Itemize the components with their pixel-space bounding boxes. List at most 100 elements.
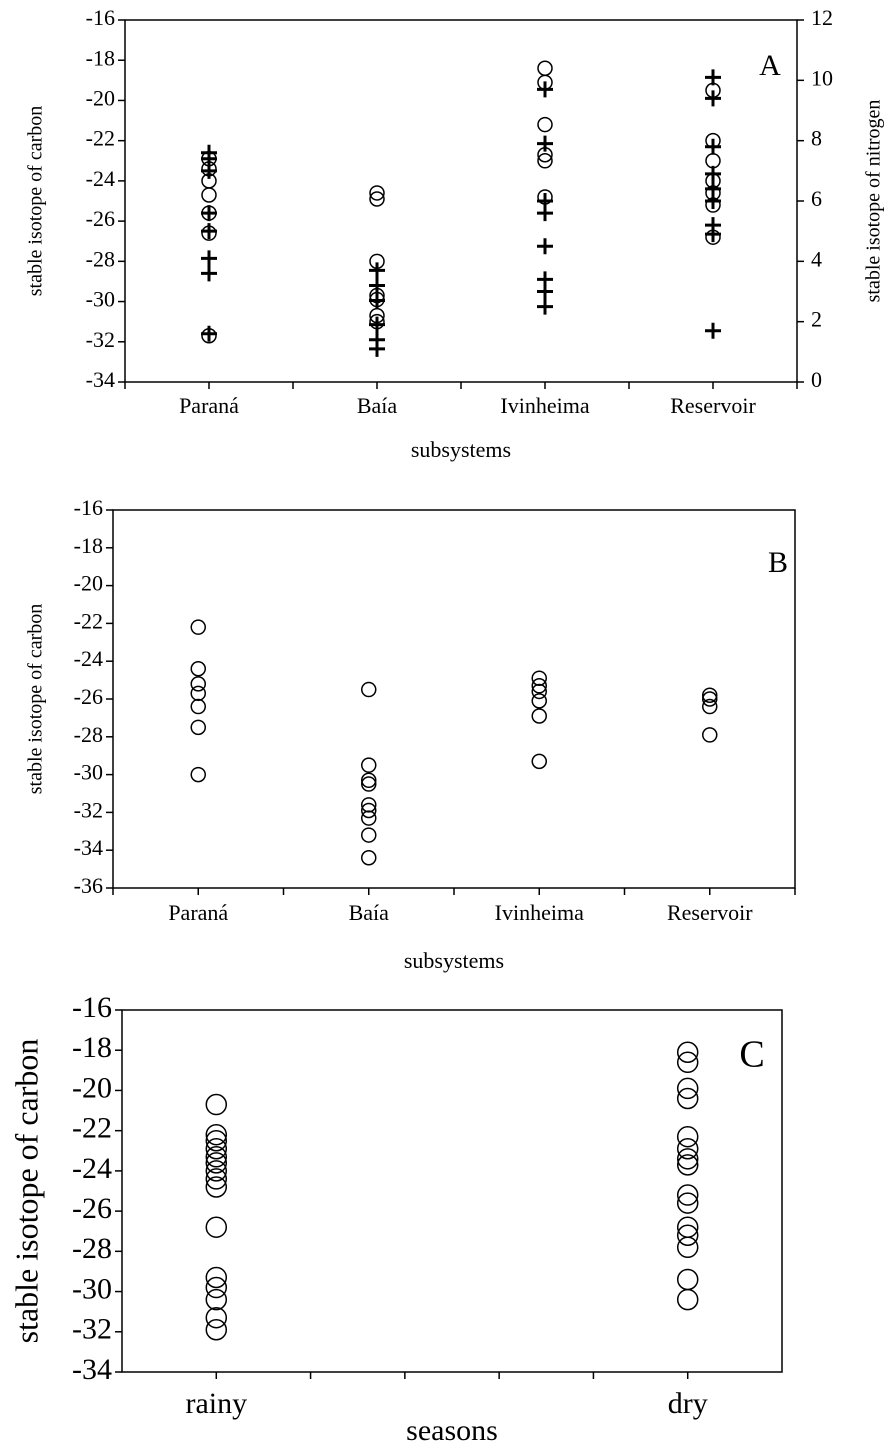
y-tick-label: -28 — [74, 722, 103, 747]
circle-point — [537, 153, 553, 169]
x-tick-label: Reservoir — [667, 900, 753, 925]
plot-frame — [124, 19, 798, 383]
plus-point — [369, 292, 385, 309]
x-tick-label: Ivinheima — [495, 900, 584, 925]
circle-point — [205, 1146, 228, 1168]
plus-point — [705, 226, 721, 243]
circle-point — [205, 1152, 228, 1174]
circle-point — [676, 1224, 699, 1246]
circle-point — [205, 1123, 228, 1146]
y2-tick-label: 4 — [811, 246, 822, 271]
circle-point — [531, 670, 547, 686]
x-axis-label: subsystems — [404, 948, 504, 973]
circle-point — [205, 1319, 228, 1341]
circle-point — [702, 698, 718, 715]
y-axis-label: stable isotope of carbon — [25, 604, 47, 795]
circle-point — [201, 187, 217, 203]
x-tick-label: Baía — [357, 393, 398, 418]
y-tick-label: -20 — [86, 85, 115, 110]
circle-point — [205, 1129, 228, 1152]
plus-point — [201, 162, 217, 179]
y-tick-label: -26 — [74, 684, 103, 709]
y-tick-label: -30 — [74, 760, 103, 785]
plus-point — [201, 265, 217, 282]
circle-point — [361, 827, 377, 843]
circle-point — [676, 1192, 699, 1214]
y2-tick-label: 2 — [811, 307, 822, 332]
circle-point — [676, 1041, 699, 1063]
y-tick-label: -30 — [86, 287, 115, 312]
y-tick-label: -18 — [86, 45, 115, 70]
plus-point — [537, 283, 553, 300]
y-tick-label: -16 — [74, 495, 103, 520]
y-tick-label: -32 — [72, 1313, 112, 1346]
circle-point — [705, 153, 721, 169]
y-tick-label: -34 — [86, 367, 115, 392]
circle-point — [676, 1138, 699, 1160]
circle-point — [205, 1168, 228, 1190]
y-tick-label: -24 — [86, 166, 115, 191]
circle-point — [361, 850, 377, 866]
circle-point — [190, 685, 206, 702]
circle-point — [702, 687, 718, 703]
circle-point — [205, 1266, 228, 1289]
circle-point — [676, 1268, 699, 1291]
y-tick-label: -34 — [72, 1353, 112, 1386]
circle-point — [361, 810, 377, 826]
circle-point — [369, 191, 385, 207]
circle-point — [676, 1087, 699, 1110]
circle-point — [676, 1154, 699, 1176]
circle-point — [190, 661, 206, 677]
y-tick-label: -34 — [74, 835, 103, 860]
x-axis-label: seasons — [406, 1414, 498, 1447]
y-axis-label: stable isotope of carbon — [25, 106, 47, 297]
x-tick-label: Baía — [349, 900, 390, 925]
circle-point — [361, 681, 377, 698]
y-tick-label: -24 — [72, 1152, 112, 1185]
circle-point — [676, 1077, 699, 1100]
y-tick-label: -22 — [74, 608, 103, 633]
circle-point — [190, 676, 206, 692]
plus-point — [537, 81, 553, 98]
circle-point — [676, 1288, 699, 1311]
plus-point — [705, 165, 721, 182]
x-tick-label: rainy — [185, 1387, 247, 1420]
y2-tick-label: 0 — [811, 367, 822, 392]
y-tick-label: -28 — [86, 246, 115, 271]
plus-point — [369, 340, 385, 357]
y2-tick-label: 12 — [811, 5, 833, 30]
circle-point — [676, 1051, 699, 1074]
circle-point — [205, 1160, 228, 1182]
panel-letter: C — [739, 1034, 764, 1076]
circle-point — [361, 802, 377, 819]
x-tick-label: Reservoir — [670, 393, 756, 418]
circle-point — [537, 60, 553, 77]
x-tick-label: Ivinheima — [500, 393, 589, 418]
circle-point — [205, 1276, 228, 1299]
circle-point — [361, 776, 377, 792]
plus-point — [705, 322, 721, 339]
circle-point — [537, 116, 553, 133]
circle-point — [531, 753, 547, 770]
plus-point — [201, 250, 217, 267]
circle-point — [205, 1306, 228, 1329]
circle-point — [676, 1184, 699, 1206]
circle-point — [190, 766, 206, 783]
y-tick-label: -18 — [74, 533, 103, 558]
circle-point — [361, 757, 377, 773]
y2-axis-label: stable isotope of nitrogen — [863, 100, 885, 303]
plot-frame — [112, 509, 796, 889]
plus-point — [537, 205, 553, 222]
y-tick-label: -32 — [74, 797, 103, 822]
plus-point — [201, 325, 217, 342]
circle-point — [676, 1125, 699, 1148]
circle-point — [205, 1093, 228, 1116]
y-tick-label: -26 — [86, 206, 115, 231]
y-tick-label: -26 — [72, 1192, 112, 1225]
circle-point — [531, 678, 547, 694]
circle-point — [190, 698, 206, 715]
plot-frame — [121, 1009, 783, 1373]
panel-letter: B — [768, 546, 788, 579]
